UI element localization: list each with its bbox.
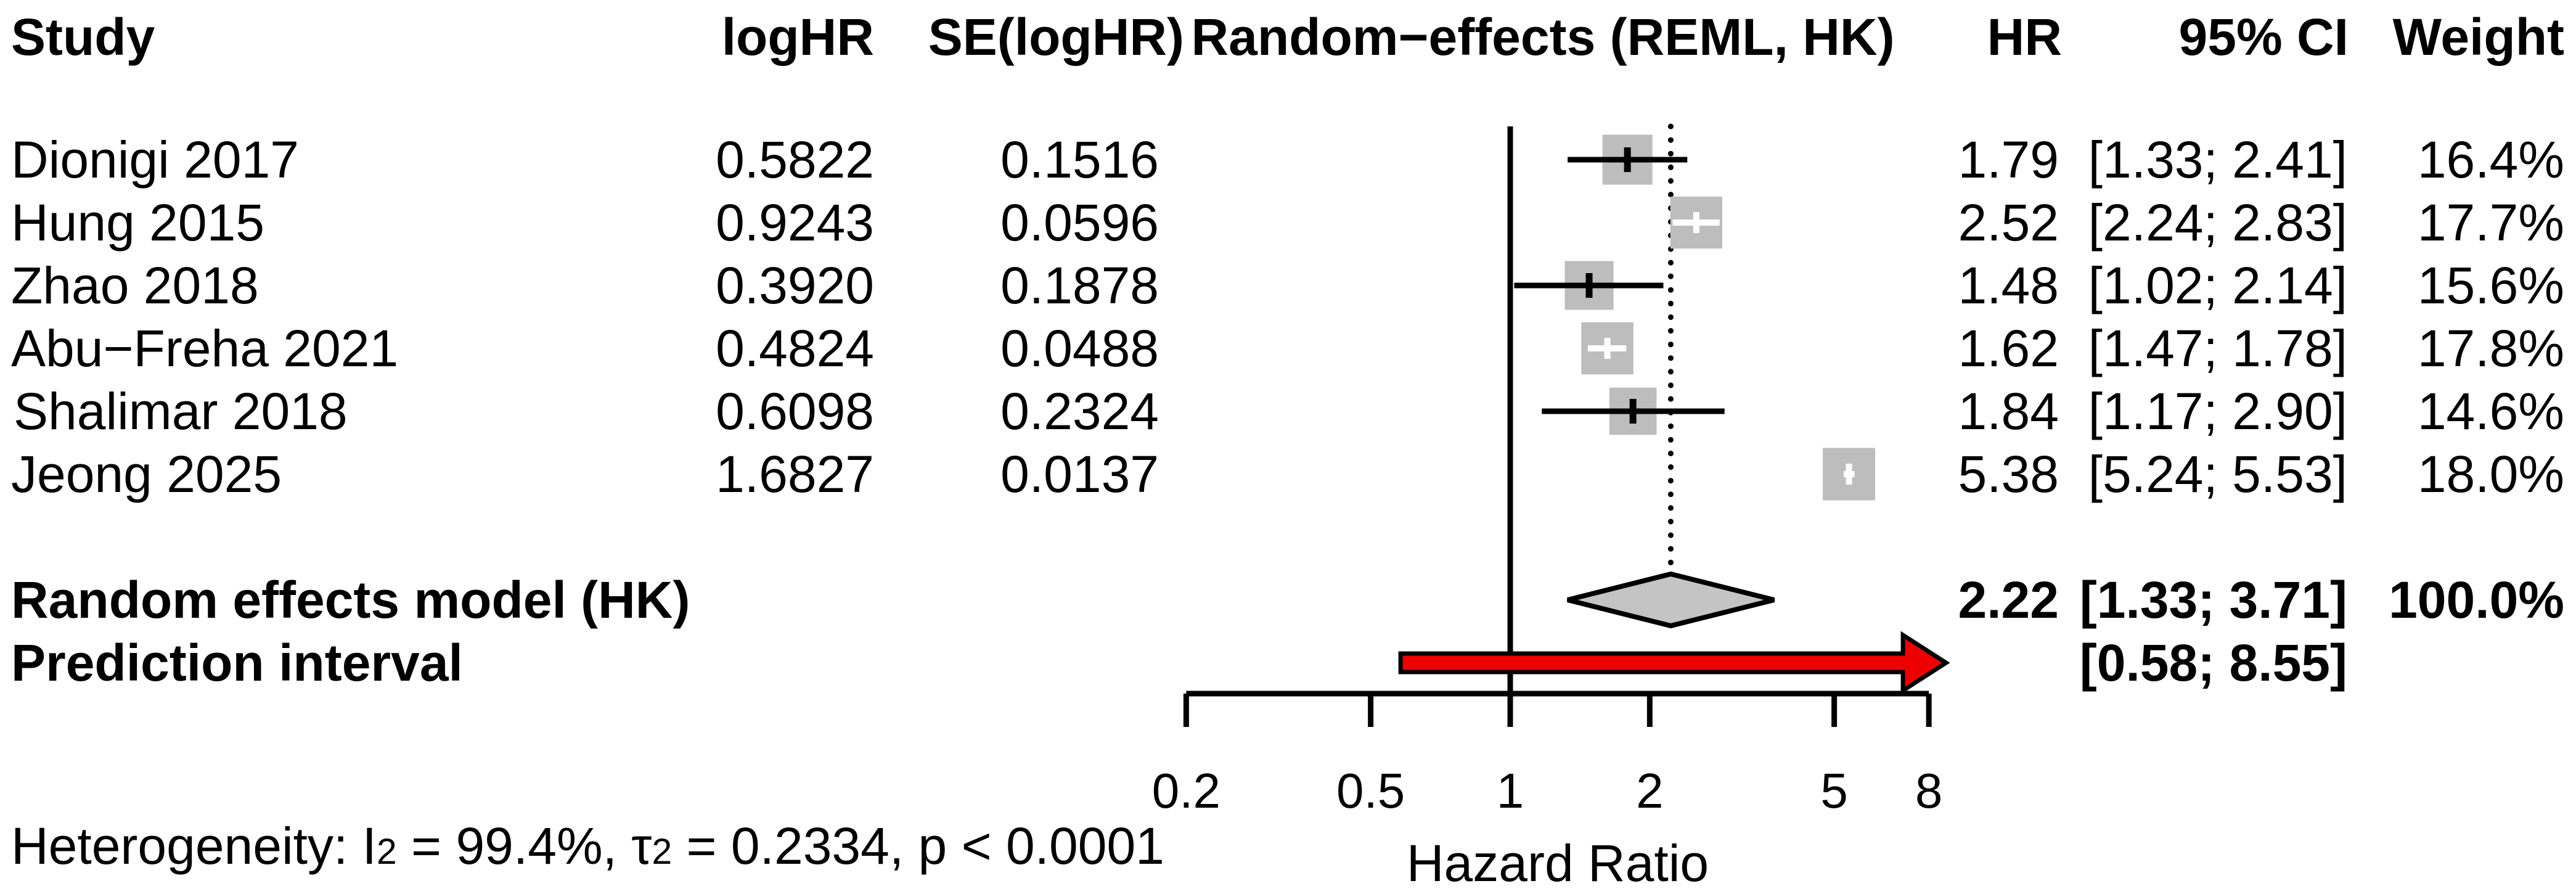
col-header-se: SE(logHR) bbox=[928, 8, 1184, 66]
study-name: Hung 2015 bbox=[11, 194, 265, 252]
study-weight: 16.4% bbox=[2417, 131, 2564, 189]
study-name: Shalimar 2018 bbox=[14, 382, 348, 440]
study-name: Dionigi 2017 bbox=[11, 131, 300, 189]
summary-label: Random effects model (HK) bbox=[11, 571, 690, 629]
heterogeneity-note: Heterogeneity: I2 = 99.4%, τ2 = 0.2334, … bbox=[11, 817, 1164, 875]
study-name: Zhao 2018 bbox=[11, 256, 259, 314]
point-marker-white bbox=[1846, 464, 1852, 485]
study-loghr: 1.6827 bbox=[716, 445, 874, 503]
point-marker-white bbox=[1604, 338, 1611, 359]
col-header-hr: HR bbox=[1987, 8, 2062, 66]
study-name: Abu−Freha 2021 bbox=[11, 319, 399, 377]
col-header-weight: Weight bbox=[2392, 8, 2564, 66]
study-se: 0.1516 bbox=[1000, 131, 1159, 189]
study-se: 0.0488 bbox=[1000, 319, 1159, 377]
axis-tick-label: 0.5 bbox=[1336, 763, 1405, 818]
i-squared-exponent: 2 bbox=[377, 832, 397, 872]
axis-tick-label: 0.2 bbox=[1151, 763, 1221, 818]
col-header-loghr: logHR bbox=[721, 8, 874, 66]
study-hr: 1.62 bbox=[1958, 319, 2059, 377]
study-hr: 1.79 bbox=[1958, 131, 2059, 189]
study-loghr: 0.3920 bbox=[716, 256, 874, 314]
x-axis-title: Hazard Ratio bbox=[1406, 834, 1709, 892]
study-hr: 5.38 bbox=[1958, 445, 2059, 503]
study-loghr: 0.4824 bbox=[716, 319, 874, 377]
study-se: 0.2324 bbox=[1000, 382, 1159, 440]
study-loghr: 0.9243 bbox=[716, 194, 874, 252]
col-header-ci: 95% CI bbox=[2178, 8, 2349, 66]
study-ci: [5.24; 5.53] bbox=[2088, 445, 2347, 503]
study-weight: 17.7% bbox=[2417, 194, 2564, 252]
col-header-study: Study bbox=[11, 8, 155, 66]
study-name: Jeong 2025 bbox=[11, 445, 282, 503]
study-ci: [1.47; 1.78] bbox=[2088, 319, 2347, 377]
col-header-plot: Random−effects (REML, HK) bbox=[1191, 8, 1895, 66]
summary-hr: 2.22 bbox=[1958, 571, 2059, 629]
study-weight: 17.8% bbox=[2417, 319, 2564, 377]
tau-squared-exponent: 2 bbox=[652, 832, 673, 872]
study-ci: [2.24; 2.83] bbox=[2088, 194, 2347, 252]
study-se: 0.0596 bbox=[1000, 194, 1159, 252]
prediction-label: Prediction interval bbox=[11, 634, 463, 692]
point-marker bbox=[1629, 399, 1637, 424]
study-hr: 1.84 bbox=[1958, 382, 2059, 440]
summary-ci: [1.33; 3.71] bbox=[2079, 571, 2347, 629]
summary-weight: 100.0% bbox=[2389, 571, 2564, 629]
summary-diamond bbox=[1567, 571, 1775, 629]
study-se: 0.0137 bbox=[1000, 445, 1159, 503]
point-marker bbox=[1585, 273, 1593, 298]
study-hr: 2.52 bbox=[1958, 194, 2059, 252]
study-loghr: 0.6098 bbox=[716, 382, 874, 440]
study-ci: [1.33; 2.41] bbox=[2088, 131, 2347, 189]
axis-tick-label: 1 bbox=[1496, 763, 1524, 818]
study-weight: 14.6% bbox=[2417, 382, 2564, 440]
axis-tick-label: 8 bbox=[1915, 763, 1943, 818]
point-marker bbox=[1624, 147, 1631, 172]
axis-tick-label: 2 bbox=[1636, 763, 1664, 818]
study-hr: 1.48 bbox=[1958, 256, 2059, 314]
point-marker-white bbox=[1693, 212, 1699, 233]
study-ci: [1.17; 2.90] bbox=[2088, 382, 2347, 440]
prediction-ci: [0.58; 8.55] bbox=[2079, 634, 2347, 692]
study-ci: [1.02; 2.14] bbox=[2088, 256, 2347, 314]
study-weight: 15.6% bbox=[2417, 256, 2564, 314]
axis-tick-label: 5 bbox=[1820, 763, 1848, 818]
study-loghr: 0.5822 bbox=[716, 131, 874, 189]
study-se: 0.1878 bbox=[1000, 256, 1159, 314]
study-weight: 18.0% bbox=[2417, 445, 2564, 503]
prediction-interval-arrow bbox=[1398, 631, 1950, 695]
